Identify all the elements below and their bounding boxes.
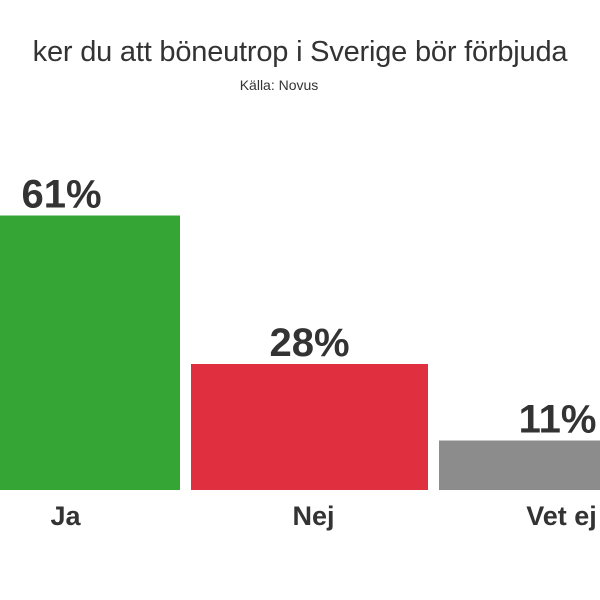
value-label: 28% [269, 321, 349, 365]
category-label: Ja [50, 501, 81, 531]
chart-source: Källa: Novus [239, 77, 319, 93]
bar-ja [0, 215, 180, 490]
bar-vet-ej [439, 440, 600, 490]
value-label: 11% [519, 398, 597, 442]
chart-title: ker du att böneutrop i Sverige bör förbj… [32, 36, 568, 68]
category-label: Vet ej [526, 501, 597, 531]
category-label: Nej [292, 501, 334, 531]
bar-nej [191, 364, 428, 490]
value-label: 61% [21, 173, 101, 217]
